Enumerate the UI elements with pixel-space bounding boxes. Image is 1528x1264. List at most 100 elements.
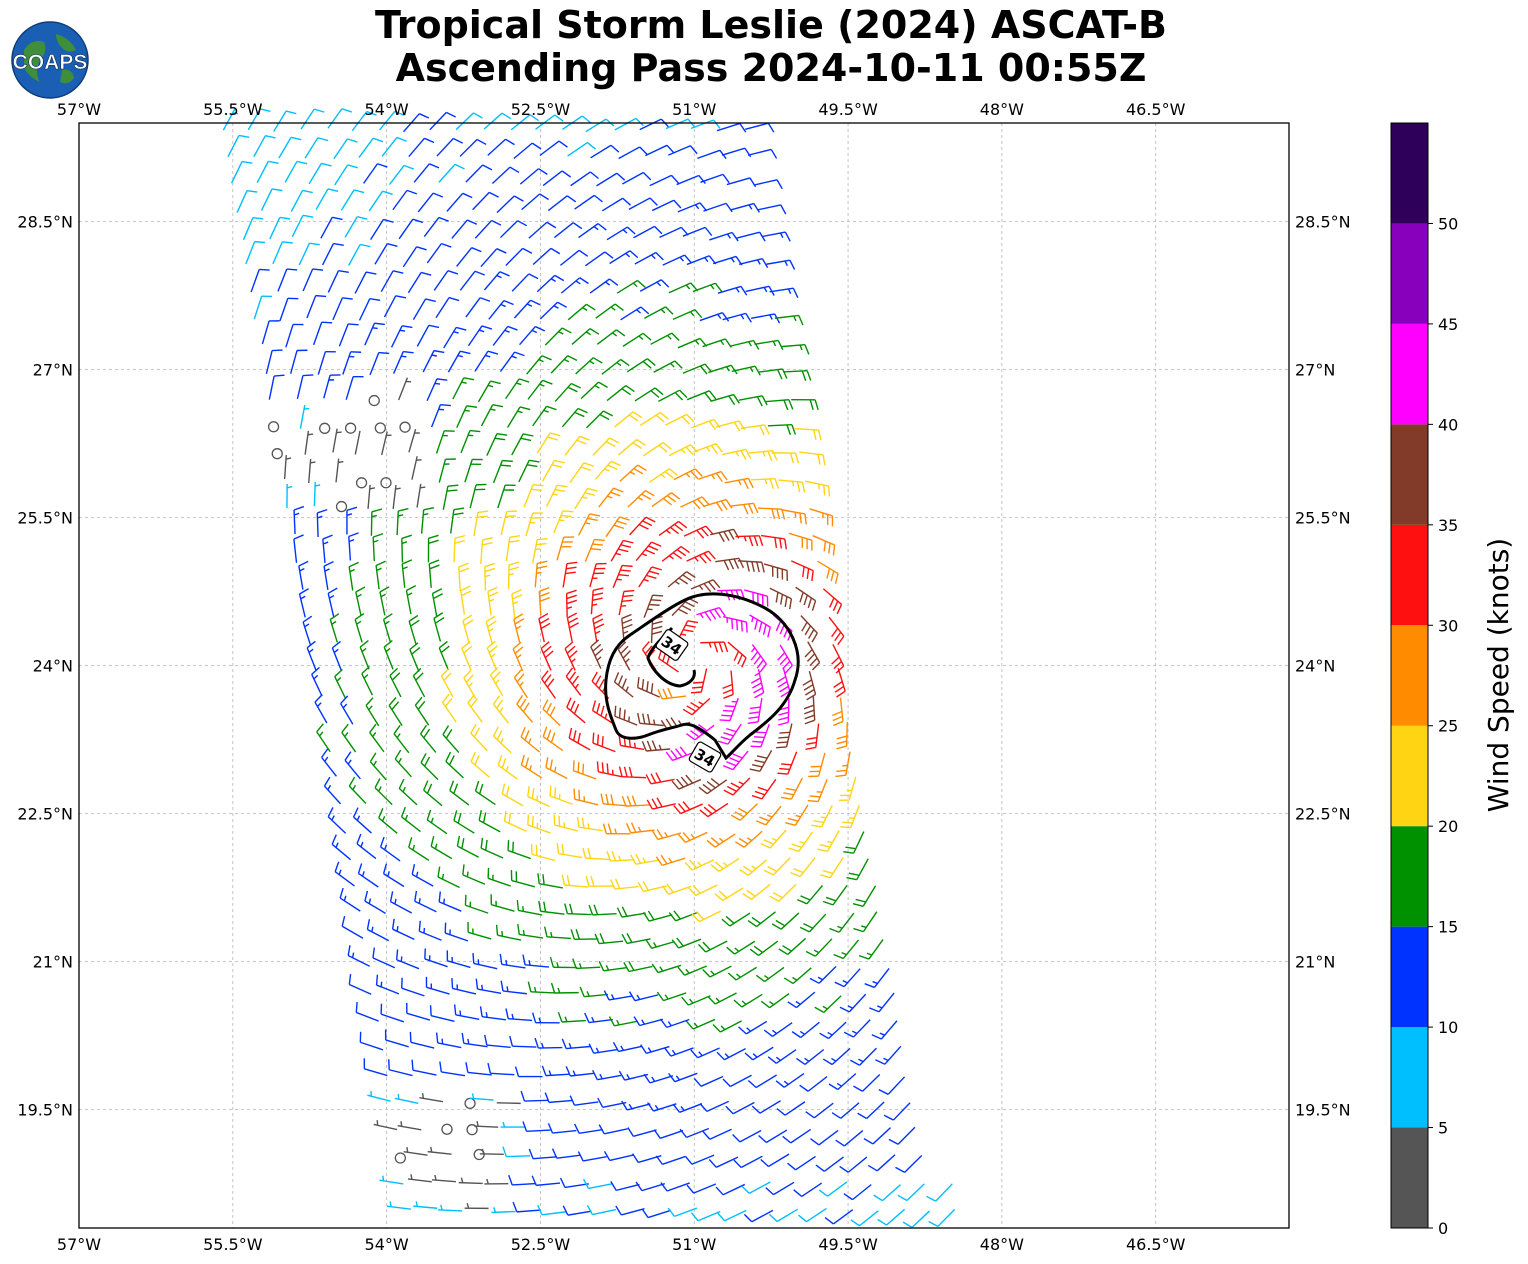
wind-barb xyxy=(662,254,692,266)
wind-barb xyxy=(709,231,739,242)
wind-barb xyxy=(741,1181,771,1195)
wind-barb xyxy=(386,1201,411,1210)
lat-label-left: 25.5°N xyxy=(17,509,73,528)
wind-barb xyxy=(777,751,798,775)
wind-barb xyxy=(767,1049,797,1064)
wind-barb xyxy=(480,537,493,564)
wind-barb xyxy=(723,777,751,796)
wind-barb xyxy=(758,368,788,380)
wind-barb xyxy=(796,1048,825,1065)
wind-barb xyxy=(722,312,752,323)
wind-barb xyxy=(564,641,578,671)
wind-barb xyxy=(383,639,394,670)
wind-barb xyxy=(708,1156,739,1168)
wind-barb xyxy=(787,991,816,1009)
wind-barb xyxy=(222,108,239,131)
wind-barb xyxy=(757,204,787,215)
wind-barb xyxy=(409,1031,435,1049)
wind-barb xyxy=(474,780,496,806)
wind-barb xyxy=(451,978,477,995)
wind-barb xyxy=(389,891,413,914)
wind-barb xyxy=(603,1150,634,1162)
wind-barb xyxy=(609,250,639,265)
colorbar-tick-label: 0 xyxy=(1438,1219,1448,1238)
wind-barb xyxy=(484,1034,511,1049)
wind-barb xyxy=(790,857,816,878)
wind-barb xyxy=(486,640,498,671)
wind-barb xyxy=(597,1097,627,1108)
wind-barb xyxy=(559,1177,589,1189)
wind-barb xyxy=(372,532,384,562)
wind-barb xyxy=(456,247,482,267)
wind-barb xyxy=(509,1035,537,1048)
wind-barb xyxy=(730,339,760,350)
wind-barb xyxy=(579,986,609,998)
wind-barb xyxy=(660,1182,690,1192)
wind-barb xyxy=(465,164,493,183)
wind-barb xyxy=(527,785,550,808)
wind-barb xyxy=(640,1044,670,1055)
wind-barb xyxy=(750,644,767,673)
wind-barb xyxy=(614,117,644,131)
wind-barb xyxy=(446,950,471,969)
wind-barb xyxy=(483,271,510,291)
wind-barb xyxy=(719,697,739,722)
wind-barb xyxy=(651,828,682,841)
colorbar-bin xyxy=(1391,826,1428,927)
wind-barb xyxy=(520,1090,549,1102)
wind-barb xyxy=(307,458,316,483)
wind-barb xyxy=(664,413,695,426)
wind-barb xyxy=(340,189,365,211)
wind-barb xyxy=(364,322,385,346)
lon-label-bottom: 52.5°W xyxy=(511,1235,571,1254)
wind-barb xyxy=(472,191,499,211)
wind-barb xyxy=(621,932,651,945)
wind-barb xyxy=(408,137,435,158)
wind-barb xyxy=(341,915,364,939)
wind-barb xyxy=(761,231,791,242)
wind-barb xyxy=(429,1005,455,1023)
wind-barb xyxy=(516,694,534,723)
wind-barb xyxy=(804,641,821,671)
wind-barb xyxy=(691,418,721,430)
wind-barb xyxy=(462,614,474,644)
colorbar-bin xyxy=(1391,926,1428,1028)
wind-barb xyxy=(438,640,450,671)
wind-barb xyxy=(402,246,427,268)
wind-barb xyxy=(572,958,601,970)
wind-barb xyxy=(594,933,624,945)
wind-barb xyxy=(621,171,652,185)
wind-barb xyxy=(419,1093,444,1103)
wind-barb xyxy=(743,1209,774,1223)
wind-barb xyxy=(828,1073,857,1091)
wind-barb xyxy=(749,614,771,638)
wind-barb xyxy=(661,545,690,562)
colorbar-bin xyxy=(1391,424,1428,525)
wind-barb xyxy=(629,516,656,536)
wind-barb xyxy=(575,357,603,375)
wind-barb xyxy=(805,1102,834,1119)
wind-barb xyxy=(363,163,388,184)
wind-barb xyxy=(253,135,276,158)
wind-barb xyxy=(763,857,791,876)
wind-barb xyxy=(304,137,329,159)
wind-barb xyxy=(602,823,631,835)
wind-barb xyxy=(392,485,401,510)
wind-barb xyxy=(420,724,437,753)
wind-barb xyxy=(379,586,390,616)
wind-barb xyxy=(698,470,728,483)
contour-label: 34 xyxy=(688,741,722,773)
colorbar-label: Wind Speed (knots) xyxy=(1482,538,1515,812)
wind-barb xyxy=(877,1208,906,1226)
wind-barb xyxy=(489,666,504,697)
wind-barb xyxy=(296,374,314,400)
wind-barb xyxy=(306,640,317,671)
wind-calm-marker xyxy=(335,500,348,513)
wind-barb xyxy=(809,965,837,984)
wind-barb xyxy=(846,858,869,881)
wind-barb xyxy=(573,788,599,806)
wind-barb xyxy=(627,1127,657,1138)
wind-barb xyxy=(661,883,692,895)
wind-barb xyxy=(474,350,499,372)
wind-barb xyxy=(777,644,793,674)
